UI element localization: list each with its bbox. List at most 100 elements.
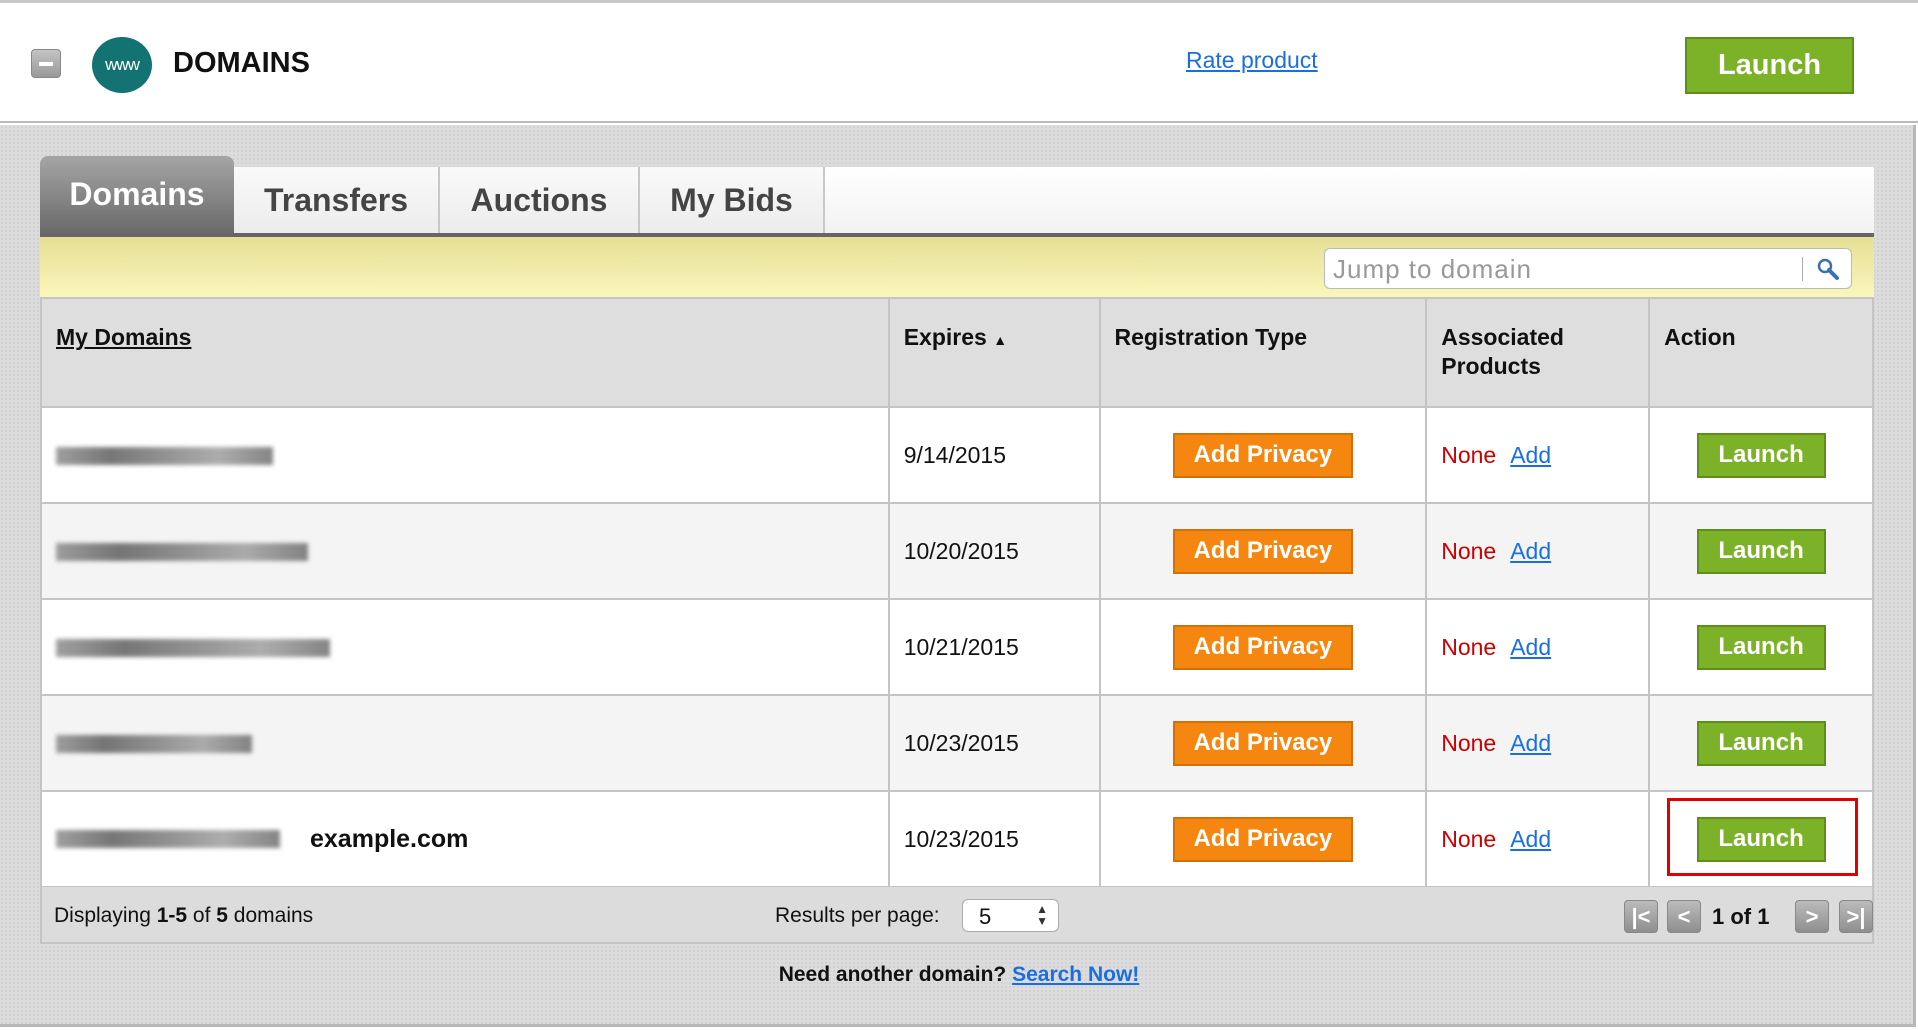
action-cell: Launch — [1648, 694, 1874, 792]
col-my-domains[interactable]: My Domains — [40, 297, 890, 408]
tab-my-bids[interactable]: My Bids — [640, 167, 825, 233]
expires-cell: 9/14/2015 — [887, 406, 1101, 504]
search-divider — [1802, 257, 1803, 281]
add-product-link[interactable]: Add — [1510, 537, 1552, 564]
launch-button[interactable]: Launch — [1696, 432, 1826, 478]
expires-cell: 10/20/2015 — [887, 502, 1101, 600]
action-cell: Launch — [1648, 406, 1874, 504]
registration-cell: Add Privacy — [1098, 790, 1428, 888]
expires-cell: 10/23/2015 — [887, 790, 1101, 888]
add-product-link[interactable]: Add — [1510, 729, 1552, 756]
launch-button[interactable]: Launch — [1696, 528, 1826, 574]
blurred-domain-name[interactable] — [56, 639, 330, 658]
expires-cell: 10/23/2015 — [887, 694, 1101, 792]
displaying-count: Displaying 1-5 of 5 domains — [54, 904, 313, 928]
action-cell: Launch — [1648, 598, 1874, 696]
page-info: 1 of 1 — [1712, 904, 1770, 929]
results-per-page-label: Results per page: — [775, 904, 940, 927]
col-registration-type: Registration Type — [1098, 297, 1428, 408]
add-privacy-button[interactable]: Add Privacy — [1172, 624, 1353, 670]
search-now-link[interactable]: Search Now! — [1012, 963, 1140, 986]
sort-ascending-icon: ▲ — [993, 332, 1008, 348]
rpp-value: 5 — [979, 904, 992, 929]
none-label: None — [1441, 825, 1497, 852]
disp-prefix: Displaying — [54, 904, 157, 927]
add-product-link[interactable]: Add — [1510, 825, 1552, 852]
search-icon[interactable] — [1815, 256, 1841, 282]
add-privacy-button[interactable]: Add Privacy — [1172, 816, 1353, 862]
disp-total: 5 — [216, 904, 228, 927]
add-privacy-button[interactable]: Add Privacy — [1172, 528, 1353, 574]
action-cell: Launch — [1648, 790, 1874, 888]
table-row: 9/14/2015 Add Privacy None Add Launch — [40, 406, 1874, 504]
none-label: None — [1441, 633, 1497, 660]
associated-cell: None Add — [1425, 694, 1651, 792]
rate-product-link[interactable]: Rate product — [1186, 47, 1318, 73]
add-privacy-button[interactable]: Add Privacy — [1172, 432, 1353, 478]
www-logo-icon: www — [92, 37, 152, 93]
add-product-link[interactable]: Add — [1510, 633, 1552, 660]
jump-to-domain-field[interactable] — [1324, 248, 1852, 289]
table-row: 10/20/2015 Add Privacy None Add Launch — [40, 502, 1874, 600]
top-border — [0, 0, 1918, 3]
domain-cell — [40, 406, 890, 504]
add-privacy-button[interactable]: Add Privacy — [1172, 720, 1353, 766]
registration-cell: Add Privacy — [1098, 598, 1428, 696]
collapse-button[interactable] — [31, 49, 61, 78]
associated-cell: None Add — [1425, 598, 1651, 696]
blurred-domain-name[interactable] — [56, 543, 308, 562]
tab-underline — [40, 233, 1874, 237]
table-row: 10/23/2015 Add Privacy None Add Launch — [40, 694, 1874, 792]
launch-button-header[interactable]: Launch — [1685, 37, 1854, 94]
associated-cell: None Add — [1425, 790, 1651, 888]
domain-cell — [40, 694, 890, 792]
table-row: 10/21/2015 Add Privacy None Add Launch — [40, 598, 1874, 696]
disp-suffix: domains — [227, 904, 314, 927]
disp-range: 1-5 — [156, 904, 188, 927]
col-expires[interactable]: Expires ▲ — [887, 297, 1101, 408]
expires-header[interactable]: Expires — [903, 324, 987, 350]
registration-cell: Add Privacy — [1098, 694, 1428, 792]
expires-cell: 10/21/2015 — [887, 598, 1101, 696]
domain-cell — [40, 502, 890, 600]
domain-cell: example.com — [40, 790, 890, 888]
prev-page-icon[interactable]: < — [1667, 900, 1701, 933]
blurred-domain-name[interactable] — [56, 830, 280, 849]
last-page-icon[interactable]: >| — [1839, 900, 1873, 933]
col-action: Action — [1648, 297, 1874, 408]
none-label: None — [1441, 441, 1497, 468]
blurred-domain-name[interactable] — [56, 447, 273, 466]
registration-cell: Add Privacy — [1098, 502, 1428, 600]
tab-auctions[interactable]: Auctions — [440, 167, 640, 233]
table-row: example.com 10/23/2015 Add Privacy None A… — [40, 790, 1874, 888]
none-label: None — [1441, 537, 1497, 564]
app-header — [0, 3, 1918, 123]
domains-table: My Domains Expires ▲ Registration Type A… — [40, 297, 1874, 888]
first-page-icon[interactable]: |< — [1624, 900, 1658, 933]
table-footer: Displaying 1-5 of 5 domains Results per … — [40, 887, 1874, 944]
launch-button[interactable]: Launch — [1696, 720, 1826, 766]
launch-button[interactable]: Launch — [1696, 816, 1826, 862]
none-label: None — [1441, 729, 1497, 756]
add-product-link[interactable]: Add — [1510, 441, 1552, 468]
jump-to-domain-input[interactable] — [1333, 253, 1793, 285]
associated-cell: None Add — [1425, 406, 1651, 504]
page-title: DOMAINS — [173, 47, 310, 79]
disp-of: of — [187, 904, 217, 927]
tab-domains[interactable]: Domains — [40, 156, 234, 233]
registration-cell: Add Privacy — [1098, 406, 1428, 504]
search-prompt: Need another domain? Search Now! — [0, 963, 1918, 987]
next-page-icon[interactable]: > — [1795, 900, 1829, 933]
need-domain-text: Need another domain? — [778, 963, 1007, 986]
my-domains-sort-link[interactable]: My Domains — [56, 324, 192, 350]
select-arrows-icon: ▲ ▼ — [1036, 902, 1048, 928]
associated-cell: None Add — [1425, 502, 1651, 600]
domain-label: example.com — [310, 824, 469, 853]
launch-button[interactable]: Launch — [1696, 624, 1826, 670]
tab-transfers[interactable]: Transfers — [234, 167, 440, 233]
domain-cell — [40, 598, 890, 696]
action-cell: Launch — [1648, 502, 1874, 600]
col-associated-products: Associated Products — [1425, 297, 1651, 408]
results-per-page-select[interactable]: 5 ▲ ▼ — [962, 899, 1059, 932]
blurred-domain-name[interactable] — [56, 735, 252, 754]
